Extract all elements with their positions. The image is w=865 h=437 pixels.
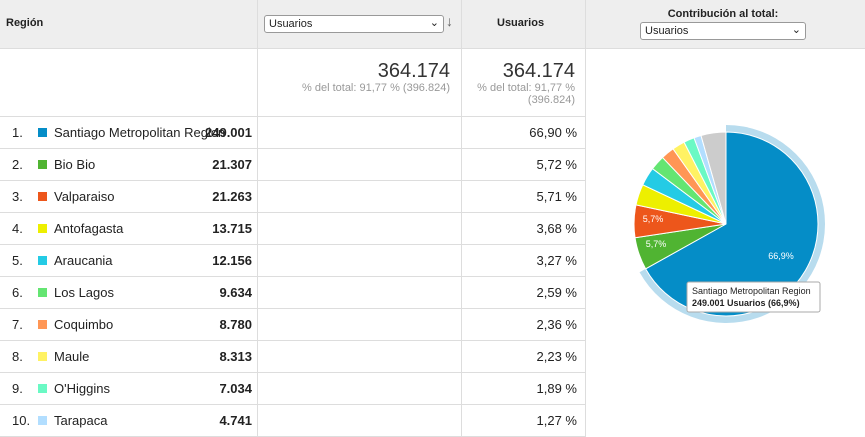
table-row: 1. Santiago Metropolitan Region 249.001 66,… <box>0 117 585 149</box>
region-name: Antofagasta <box>54 221 124 236</box>
table-row: 2. Bio Bio 21.307 5,72 % <box>0 149 585 181</box>
users-value: 12.156 <box>212 253 252 268</box>
slice-label: 5,7% <box>643 214 664 224</box>
region-name: Los Lagos <box>54 285 114 300</box>
select-text: Usuarios <box>269 18 313 30</box>
region-header: Región <box>6 17 44 29</box>
slice-label: 5,7% <box>646 239 667 249</box>
sort-arrow[interactable]: ↓ <box>446 13 453 29</box>
region-name: Araucania <box>54 253 113 268</box>
users-percent: 1,89 % <box>536 381 577 396</box>
tooltip-text: 249.001 Usuarios (66,9%) <box>692 298 800 308</box>
contribution-select[interactable]: Usuarios ⌄ <box>640 22 806 40</box>
pie-slice <box>700 131 727 225</box>
region-name: Valparaiso <box>54 189 115 204</box>
users-percent: 5,71 % <box>536 189 577 204</box>
table-row: 7. Coquimbo 8.780 2,36 % <box>0 309 585 341</box>
users-percent: 3,68 % <box>536 221 577 236</box>
users-value: 7.034 <box>219 381 252 396</box>
users-percent: 3,27 % <box>536 253 577 268</box>
table-row: 3. Valparaiso 21.263 5,71 % <box>0 181 585 213</box>
region-name: Coquimbo <box>54 317 114 332</box>
row-index: 7. <box>12 317 23 332</box>
table-row: 4. Antofagasta 13.715 3,68 % <box>0 213 585 245</box>
contribution-header: Contribución al total: <box>667 8 779 20</box>
row-index: 6. <box>12 285 23 300</box>
col-divider <box>461 0 462 437</box>
col-divider <box>585 0 586 437</box>
users-value: 4.741 <box>219 413 252 428</box>
users-percent: 2,59 % <box>536 285 577 300</box>
users-percent: 2,23 % <box>536 349 577 364</box>
users-percent: 2,36 % <box>536 317 577 332</box>
users-value: 249.001 <box>205 125 252 140</box>
total-value: 364.174 <box>502 60 575 82</box>
region-name: Tarapaca <box>54 413 108 428</box>
users-value: 8.313 <box>219 349 252 364</box>
region-name: Bio Bio <box>54 157 96 172</box>
color-swatch <box>38 384 47 393</box>
row-index: 2. <box>12 157 23 172</box>
region-name: Maule <box>54 349 90 364</box>
color-swatch <box>38 128 47 137</box>
pie-slice <box>644 131 819 317</box>
col-divider <box>257 0 258 437</box>
users-percent: 66,90 % <box>529 125 577 140</box>
users-value: 8.780 <box>219 317 252 332</box>
table-row: 8. Maule 8.313 2,23 % <box>0 341 585 373</box>
row-index: 3. <box>12 189 23 204</box>
row-index: 8. <box>12 349 23 364</box>
slice-label: 66,9% <box>768 251 794 261</box>
color-swatch <box>38 224 47 233</box>
table-row: 5. Araucania 12.156 3,27 % <box>0 245 585 277</box>
users-percent: 1,27 % <box>536 413 577 428</box>
tooltip <box>686 281 821 313</box>
total-note: % del total: 91,77 % (396.824) <box>477 82 575 106</box>
region-name: Santiago Metropolitan Region <box>54 125 226 140</box>
row-index: 4. <box>12 221 23 236</box>
color-swatch <box>38 256 47 265</box>
table-row: 10. Tarapaca 4.741 1,27 % <box>0 405 585 437</box>
row-index: 1. <box>12 125 23 140</box>
total-value: 364.174 <box>377 60 450 82</box>
row-index: 10. <box>12 413 31 428</box>
color-swatch <box>38 352 47 361</box>
table-row: 6. Los Lagos 9.634 2,59 % <box>0 277 585 309</box>
table-row: 9. O'Higgins 7.034 1,89 % <box>0 373 585 405</box>
color-swatch <box>38 160 47 169</box>
row-index: 5. <box>12 253 23 268</box>
color-swatch <box>38 320 47 329</box>
color-swatch <box>38 192 47 201</box>
tooltip-title: Santiago Metropolitan Region <box>692 286 811 296</box>
select-text: Usuarios <box>645 25 689 37</box>
metric-select[interactable]: Usuarios ⌄ <box>264 15 444 33</box>
users-percent: 5,72 % <box>536 157 577 172</box>
divider <box>0 116 585 117</box>
region-name: O'Higgins <box>54 381 110 396</box>
chevron: ⌄ <box>791 24 801 36</box>
pie-chart: 66,9% 5,7% 5,7% Santiago Metropolitan Regio… <box>633 125 825 323</box>
total-note: % del total: 91,77 % (396.824) <box>302 82 450 94</box>
row-index: 9. <box>12 381 23 396</box>
metric-header: Usuarios <box>497 17 545 29</box>
users-value: 21.307 <box>212 157 252 172</box>
users-value: 21.263 <box>212 189 252 204</box>
users-value: 13.715 <box>212 221 252 236</box>
color-swatch <box>38 416 47 425</box>
color-swatch <box>38 288 47 297</box>
users-value: 9.634 <box>219 285 252 300</box>
chevron: ⌄ <box>429 17 439 29</box>
